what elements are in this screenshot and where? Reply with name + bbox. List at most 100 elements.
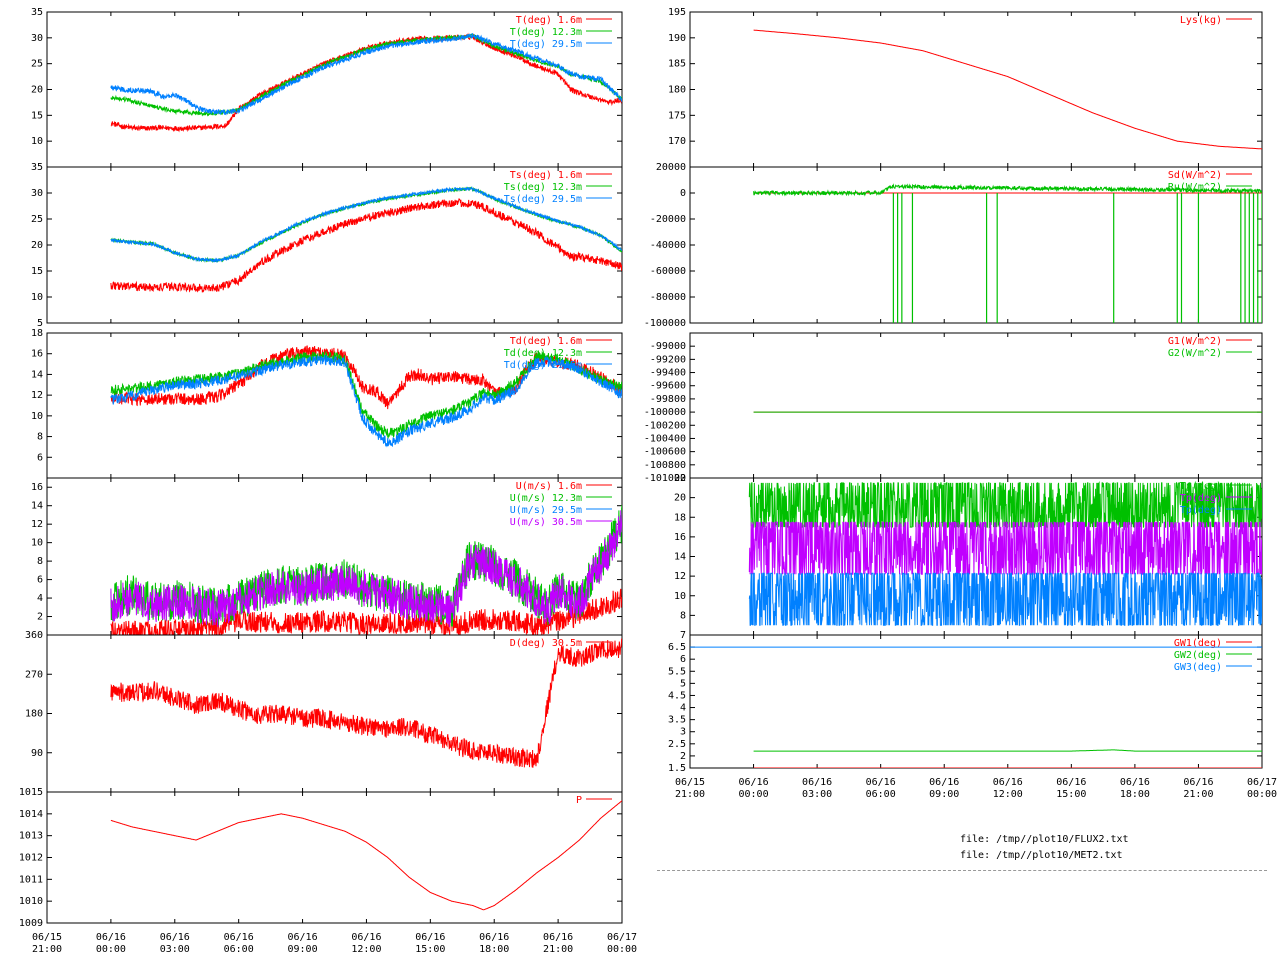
y-tick-label: 14 (674, 552, 686, 563)
legend-label: U(m/s) 12.3m (510, 493, 582, 504)
y-tick-label: 5 (37, 318, 43, 329)
y-tick-label: 8 (37, 556, 43, 567)
x-tick-label-date: 06/16 (543, 932, 573, 943)
series-line-1 (110, 33, 622, 117)
y-tick-label: -100000 (644, 407, 686, 418)
y-tick-label: -20000 (650, 214, 686, 225)
y-tick-label: 16 (674, 532, 686, 543)
legend-label: P (576, 795, 582, 806)
series-line-2 (110, 32, 622, 116)
y-tick-label: 185 (668, 59, 686, 70)
y-tick-label: 20000 (656, 162, 686, 173)
y-tick-label: 12 (674, 571, 686, 582)
y-tick-label: 30 (31, 33, 43, 44)
y-tick-label: 25 (31, 59, 43, 70)
y-tick-label: 15 (31, 266, 43, 277)
series-line-1 (748, 521, 1262, 576)
y-tick-label: 190 (668, 33, 686, 44)
legend-label: Td(deg) 12.3m (504, 348, 582, 359)
y-tick-label: 6.5 (668, 642, 686, 653)
y-tick-label: 10 (31, 292, 43, 303)
x-tick-label-date: 06/16 (224, 932, 254, 943)
legend-label: T(deg) 29.5m (510, 39, 582, 50)
y-tick-label: 1009 (19, 918, 43, 929)
y-tick-label: -99600 (650, 381, 686, 392)
legend-label: U(m/s) 29.5m (510, 505, 582, 516)
y-tick-label: 360 (25, 630, 43, 641)
series-line-0 (110, 588, 622, 635)
series-line-0 (110, 800, 622, 911)
legend-label: T(deg) 12.3m (510, 27, 582, 38)
y-tick-label: 14 (31, 501, 43, 512)
separator-line (657, 870, 1267, 871)
panel-6: 170 175 180 185 190 195 Lys(kg) (668, 7, 1263, 168)
plot-frame (46, 634, 623, 793)
x-tick-label-date: 06/15 (32, 932, 62, 943)
y-tick-label: 1012 (19, 853, 43, 864)
y-tick-label: 195 (668, 7, 686, 18)
x-tick-label-date: 06/16 (160, 932, 190, 943)
y-tick-label: -99200 (650, 354, 686, 365)
y-tick-label: 2.5 (668, 739, 686, 750)
panel-8: -101000 -100800 -100600 -100400 -100200 -1000… (644, 332, 1263, 484)
series-line-0 (753, 29, 1262, 150)
series-line-1 (753, 183, 1262, 197)
y-tick-label: -99800 (650, 394, 686, 405)
y-tick-label: 1010 (19, 896, 43, 907)
x-tick-label-date: 06/16 (993, 777, 1023, 788)
series-line-1 (110, 351, 622, 440)
legend-label: Td(deg) 1.6m (510, 336, 582, 347)
legend-label: GW3(deg) (1174, 662, 1222, 673)
x-tick-label-time: 09:00 (288, 944, 318, 955)
x-tick-label-date: 06/16 (288, 932, 318, 943)
x-tick-label-date: 06/16 (96, 932, 126, 943)
legend-label: T(deg) 1.6m (516, 15, 582, 26)
x-tick-label-date: 06/16 (1056, 777, 1086, 788)
x-tick-label-date: 06/16 (415, 932, 445, 943)
y-tick-label: 10 (31, 538, 43, 549)
y-tick-label: 25 (31, 214, 43, 225)
x-tick-label-time: 12:00 (351, 944, 381, 955)
series-line-2 (748, 572, 1262, 626)
y-tick-label: 1011 (19, 874, 43, 885)
y-tick-label: 8 (680, 610, 686, 621)
y-tick-label: 3.5 (668, 715, 686, 726)
x-tick-label-time: 00:00 (1247, 789, 1277, 800)
y-tick-label: 15 (31, 110, 43, 121)
x-tick-label-time: 03:00 (802, 789, 832, 800)
x-tick-label-time: 09:00 (929, 789, 959, 800)
x-tick-label-time: 06:00 (224, 944, 254, 955)
y-tick-label: 14 (31, 369, 43, 380)
y-tick-label: 1014 (19, 809, 43, 820)
y-tick-label: 180 (25, 709, 43, 720)
legend-label: U(m/s) 1.6m (516, 481, 582, 492)
legend-label: GW1(deg) (1174, 638, 1222, 649)
x-tick-label-time: 21:00 (32, 944, 62, 955)
y-tick-label: -100600 (644, 447, 686, 458)
legend-label: Ru(W/m^2) (1168, 182, 1222, 193)
x-tick-label-date: 06/16 (929, 777, 959, 788)
x-tick-label-date: 06/16 (1183, 777, 1213, 788)
legend-label: Ts(deg) 12.3m (504, 182, 582, 193)
x-tick-label-time: 06:00 (866, 789, 896, 800)
x-tick-label-date: 06/17 (1247, 777, 1277, 788)
x-tick-label-time: 00:00 (607, 944, 637, 955)
y-tick-label: 170 (668, 136, 686, 147)
x-tick-label-date: 06/15 (675, 777, 705, 788)
x-tick-label-time: 21:00 (1183, 789, 1213, 800)
y-tick-label: 5 (680, 678, 686, 689)
panel-7: -100000 -80000 -60000 -40000 -20000 0 20000 Sd(… (644, 162, 1263, 329)
legend-label: Td(deg) 29.5m (504, 360, 582, 371)
y-tick-label: -40000 (650, 240, 686, 251)
legend-label: GW2(deg) (1174, 650, 1222, 661)
x-tick-label-time: 00:00 (739, 789, 769, 800)
series-line-0 (110, 638, 622, 768)
x-tick-label-time: 21:00 (675, 789, 705, 800)
x-tick-label-date: 06/16 (866, 777, 896, 788)
legend-label: Ts(deg) 29.5m (504, 194, 582, 205)
x-tick-label-time: 15:00 (1056, 789, 1086, 800)
y-tick-label: 180 (668, 85, 686, 96)
legend-label: G1(W/m^2) (1168, 336, 1222, 347)
